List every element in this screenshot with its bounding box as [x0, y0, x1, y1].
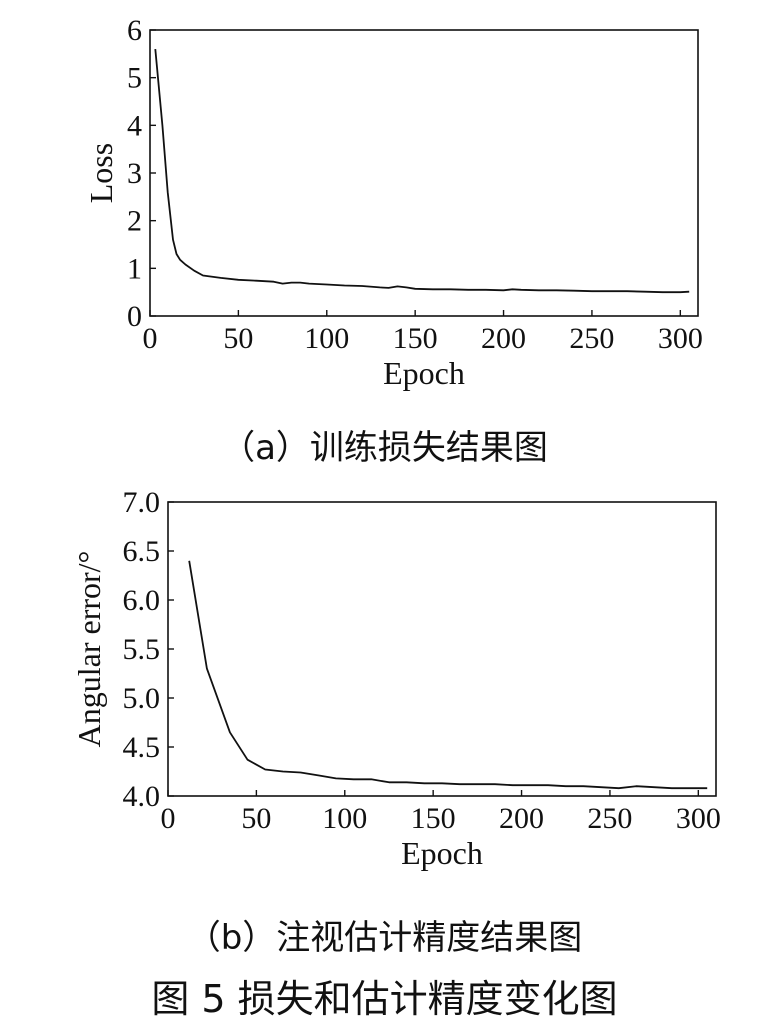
caption-b: （b）注视估计精度结果图 [186, 918, 583, 958]
x-axis-label: Epoch [383, 355, 465, 391]
y-tick-label: 5.5 [123, 633, 161, 666]
x-tick-label: 150 [393, 322, 438, 355]
y-tick-label: 0 [127, 300, 142, 333]
x-axis-label: Epoch [401, 835, 483, 871]
x-tick-label: 250 [569, 322, 614, 355]
y-tick-label: 2 [127, 205, 142, 238]
x-tick-label: 200 [499, 802, 544, 835]
x-tick-label: 200 [481, 322, 526, 355]
loss-chart: 0 50 100 150 200 250 300 0 1 2 3 4 5 6 Epoch Loss [83, 14, 703, 391]
y-tick-label: 5.0 [123, 682, 161, 715]
y-tick-label: 5 [127, 62, 142, 95]
caption-a: （a）训练损失结果图 [221, 428, 548, 468]
x-tick-label: 150 [411, 802, 456, 835]
y-tick-label: 4.0 [123, 780, 161, 813]
x-tick-label: 0 [161, 802, 176, 835]
y-tick-label: 6.0 [123, 584, 161, 617]
x-tick-label: 300 [676, 802, 721, 835]
plot-frame [167, 501, 717, 797]
x-tick-label: 250 [587, 802, 632, 835]
y-tick-label: 3 [127, 157, 142, 190]
figure-caption: 图 5 损失和估计精度变化图 [151, 977, 618, 1021]
plot-frame [149, 29, 699, 317]
x-tick-label: 300 [658, 322, 703, 355]
x-tick-label: 50 [241, 802, 271, 835]
x-tick-label: 50 [223, 322, 253, 355]
angular-error-chart: 0 50 100 150 200 250 300 4.0 4.5 5.0 5.5 6.0 6.5 7.0 E… [71, 486, 721, 871]
y-tick-label: 6.5 [123, 535, 161, 568]
x-tick-label: 100 [304, 322, 349, 355]
x-tick-label: 100 [322, 802, 367, 835]
y-axis-label: Loss [83, 143, 119, 203]
y-tick-label: 4.5 [123, 731, 161, 764]
y-tick-label: 4 [127, 109, 142, 142]
x-tick-label: 0 [143, 322, 158, 355]
series-line [188, 560, 708, 790]
y-tick-label: 7.0 [123, 486, 161, 519]
series-line [154, 49, 690, 294]
y-tick-label: 1 [127, 252, 142, 285]
y-axis-label: Angular error/° [71, 551, 107, 748]
y-tick-label: 6 [127, 14, 142, 47]
